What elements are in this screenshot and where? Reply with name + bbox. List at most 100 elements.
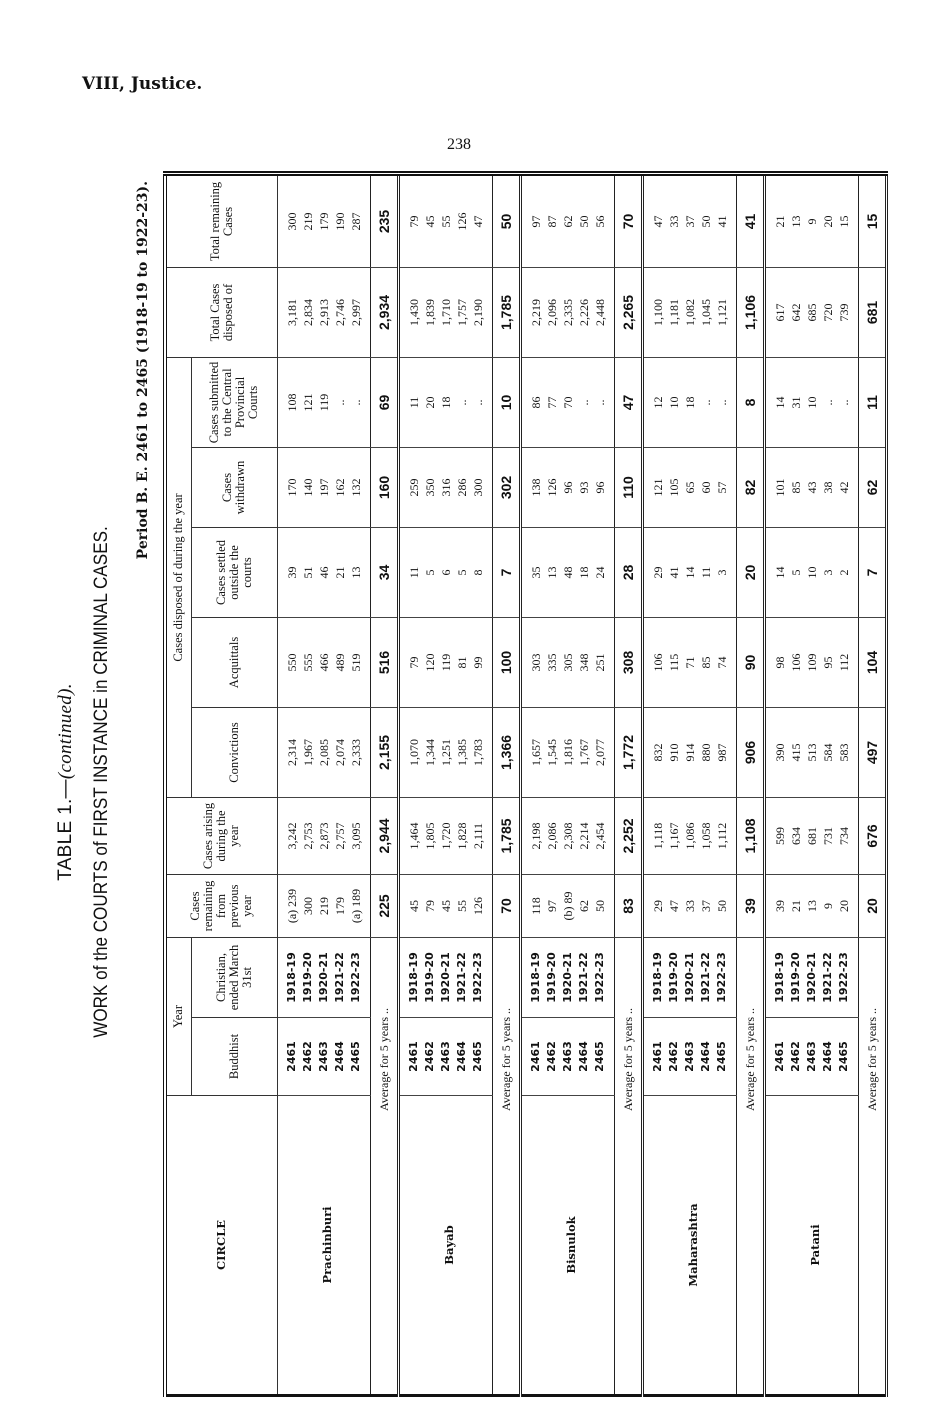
christian-year: 1918-19 xyxy=(398,937,422,1018)
table-heading: WORK of the COURTS of FIRST INSTANCE in … xyxy=(91,526,112,1038)
cell-value: 1,816 xyxy=(559,707,576,798)
cell-value: 2,086 xyxy=(543,797,560,875)
circle-name: Bisnulok xyxy=(520,1095,614,1396)
cell-value: 335 xyxy=(543,617,560,708)
header-acquittals: Acquittals xyxy=(191,617,277,708)
cell-value: 910 xyxy=(665,707,682,798)
cell-value: 1,070 xyxy=(398,707,422,798)
cell-value: 70 xyxy=(559,357,576,448)
cell-value: 390 xyxy=(764,707,788,798)
rotated-table-page: TABLE 1.—(continued). WORK of the COURTS… xyxy=(55,167,888,1397)
cell-value: 31 xyxy=(787,357,804,448)
cell-value: 2,448 xyxy=(591,267,614,358)
average-value: 100 xyxy=(492,617,520,708)
cell-value: 1,805 xyxy=(421,797,438,875)
cell-value: 45 xyxy=(398,874,422,938)
cell-value: .. xyxy=(697,357,714,448)
average-label: Average for 5 years .. xyxy=(614,937,642,1396)
average-value: 225 xyxy=(370,874,398,938)
period-label: Period B. E. 2461 to 2465 (1918-19 to 19… xyxy=(135,181,151,560)
cell-value: 138 xyxy=(520,447,544,528)
christian-year: 1920-21 xyxy=(803,937,820,1018)
cell-value: 550 xyxy=(277,617,300,708)
cell-value: 2,757 xyxy=(331,797,348,875)
cell-value: 10 xyxy=(803,357,820,448)
buddhist-year: 2463 xyxy=(315,1017,332,1096)
cell-value: 642 xyxy=(787,267,804,358)
christian-year: 1921-22 xyxy=(819,937,836,1018)
cell-value: 56 xyxy=(591,173,614,268)
cell-value: (a) 189 xyxy=(347,874,370,938)
christian-year: 1919-20 xyxy=(787,937,804,1018)
average-value: 62 xyxy=(858,447,886,528)
average-value: 83 xyxy=(614,874,642,938)
average-value: 8 xyxy=(736,357,764,448)
cell-value: 316 xyxy=(437,447,454,528)
cell-value: 140 xyxy=(299,447,316,528)
cell-value: 2,111 xyxy=(469,797,492,875)
cell-value: 98 xyxy=(764,617,788,708)
average-value: 10 xyxy=(492,357,520,448)
cell-value: 1,720 xyxy=(437,797,454,875)
cell-value: 101 xyxy=(764,447,788,528)
buddhist-year: 2464 xyxy=(575,1017,592,1096)
cell-value: 105 xyxy=(665,447,682,528)
average-value: 906 xyxy=(736,707,764,798)
cell-value: 739 xyxy=(835,267,858,358)
criminal-cases-table: CIRCLE Year Cases remaining from previou… xyxy=(163,170,888,1397)
cell-value: 2,308 xyxy=(559,797,576,875)
cell-value: 583 xyxy=(835,707,858,798)
average-value: 160 xyxy=(370,447,398,528)
average-row: Average for 5 years .. 225 2,944 2,155 516 34… xyxy=(370,173,398,1396)
christian-year: 1920-21 xyxy=(315,937,332,1018)
cell-value: 914 xyxy=(681,707,698,798)
average-value: 302 xyxy=(492,447,520,528)
average-value: 2,252 xyxy=(614,797,642,875)
cell-value: 1,828 xyxy=(453,797,470,875)
cell-value: 33 xyxy=(665,173,682,268)
cell-value: 9 xyxy=(819,874,836,938)
cell-value: .. xyxy=(453,357,470,448)
circle-name: Prachinburi xyxy=(277,1095,370,1396)
cell-value: 79 xyxy=(398,173,422,268)
cell-value: 97 xyxy=(543,874,560,938)
cell-value: 18 xyxy=(437,357,454,448)
cell-value: (a) 239 xyxy=(277,874,300,938)
christian-year: 1921-22 xyxy=(575,937,592,1018)
cell-value: 13 xyxy=(543,527,560,618)
table-row: Prachinburi 2461 1918-19 (a) 239 3,242 2,314 5… xyxy=(277,173,370,1396)
average-value: 70 xyxy=(492,874,520,938)
buddhist-year: 2464 xyxy=(453,1017,470,1096)
cell-value: 96 xyxy=(591,447,614,528)
table-label: TABLE 1.—(continued). xyxy=(55,167,77,1397)
cell-value: .. xyxy=(591,357,614,448)
cell-value: 51 xyxy=(299,527,316,618)
cell-value: 2,335 xyxy=(559,267,576,358)
cell-value: 10 xyxy=(803,527,820,618)
cell-value: 2,214 xyxy=(575,797,592,875)
average-value: 2,155 xyxy=(370,707,398,798)
average-value: 1,108 xyxy=(736,797,764,875)
cell-value: 50 xyxy=(697,173,714,268)
cell-value: 350 xyxy=(421,447,438,528)
cell-value: 3,095 xyxy=(347,797,370,875)
cell-value: 37 xyxy=(697,874,714,938)
cell-value: 11 xyxy=(398,357,422,448)
cell-value: .. xyxy=(331,357,348,448)
header-total-disposed: Total Cases disposed of xyxy=(165,267,277,358)
average-value: 1,785 xyxy=(492,797,520,875)
cell-value: 2,077 xyxy=(591,707,614,798)
cell-value: 5 xyxy=(453,527,470,618)
cell-value: 85 xyxy=(697,617,714,708)
cell-value: 33 xyxy=(681,874,698,938)
cell-value: 106 xyxy=(787,617,804,708)
cell-value: 1,082 xyxy=(681,267,698,358)
christian-year: 1919-20 xyxy=(543,937,560,1018)
cell-value: 305 xyxy=(559,617,576,708)
cell-value: 1,385 xyxy=(453,707,470,798)
cell-value: 39 xyxy=(764,874,788,938)
cell-value: 5 xyxy=(421,527,438,618)
cell-value: 48 xyxy=(559,527,576,618)
average-value: 7 xyxy=(492,527,520,618)
cell-value: 13 xyxy=(803,874,820,938)
